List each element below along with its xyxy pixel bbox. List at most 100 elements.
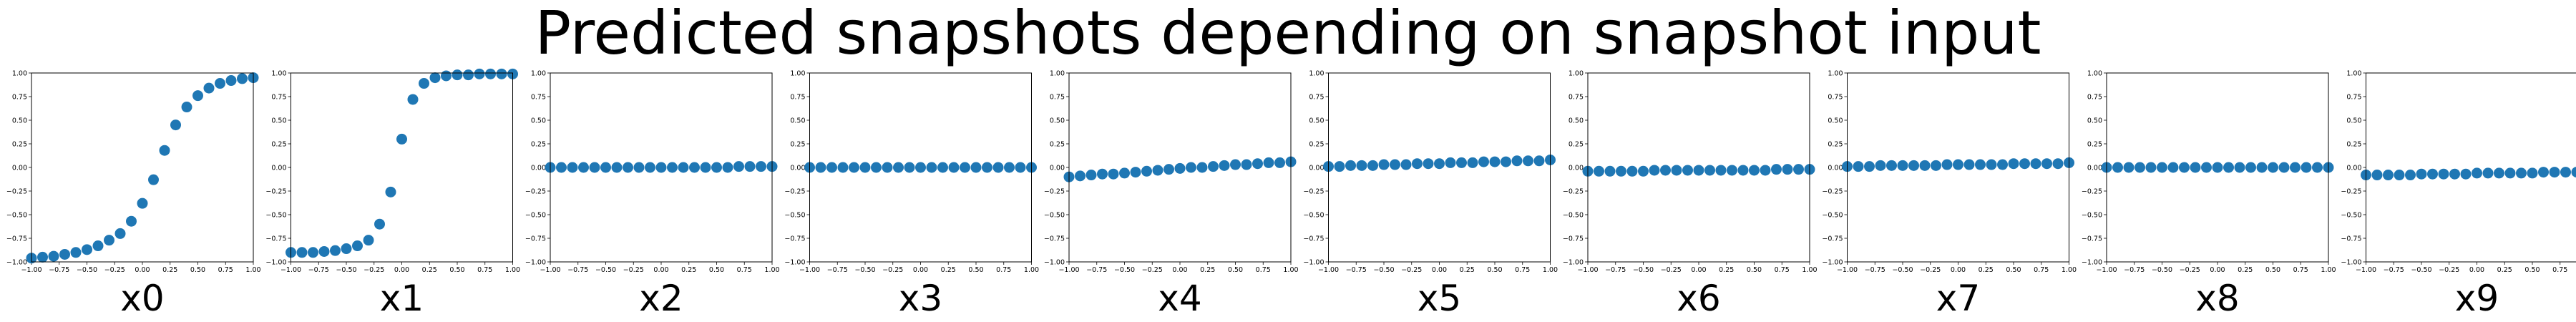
x-tick-label: 0.75 [1775,266,1790,274]
y-tick-label: 0.50 [790,117,805,125]
y-tick-label: 0.75 [1050,94,1065,102]
y-tick-label: 0.00 [1828,165,1843,172]
data-point [1638,165,1649,177]
data-point [2472,167,2482,179]
y-tick-label: 0.75 [12,94,27,102]
data-point [1511,155,1523,167]
x-tick-label: 0.50 [190,266,205,274]
data-point [385,186,396,197]
data-point [1501,156,1511,167]
data-point [756,161,766,172]
y-tick-label: −0.75 [1303,235,1324,243]
x-tick-label: −0.50 [77,266,97,274]
x-tick-label: 0.75 [996,266,1011,274]
data-point [2167,162,2179,173]
data-point [2516,167,2527,179]
y-tick-label: −0.25 [1822,188,1843,196]
panel-x0: −1.00 −0.75 −0.50 −0.25 0.00 0.25 0.50 0.75 1.00… [6,70,261,320]
x-tick-label: 0.50 [709,266,724,274]
x-tick-label: −1.00 [2096,266,2117,274]
y-tick-label: −0.50 [525,212,546,220]
data-point [2571,167,2576,178]
data-point [1097,168,1108,180]
y-tick-label: 1.00 [2346,70,2361,78]
y-tick-label: −0.25 [1563,188,1584,196]
data-point [2394,170,2405,181]
data-point [2256,162,2268,173]
data-point [203,82,215,94]
y-tick-label: −1.00 [2341,259,2361,267]
x-tick-label: 0.50 [1747,266,1762,274]
data-point [2560,167,2571,178]
data-point [1196,162,1208,173]
data-point [1737,165,1749,176]
data-point [645,162,655,173]
panel-x7: −1.00 −0.75 −0.50 −0.25 0.00 0.25 0.50 0.75 1.00… [1822,70,2077,320]
data-point [1356,160,1367,171]
data-point [318,245,330,257]
data-point [1412,158,1423,170]
x-axis-label: x2 [639,278,683,319]
y-tick-label: 0.25 [1828,141,1843,149]
data-point [114,228,126,239]
y-tick-label: 0.25 [1309,141,1324,149]
y-tick-label: −0.50 [6,212,27,220]
x-tick-label: −0.75 [308,266,329,274]
y-tick-label: 0.00 [271,165,286,172]
y-tick-label: 0.50 [531,117,546,125]
y-tick-label: 1.00 [531,70,546,78]
data-point [2223,162,2234,173]
y-tick-label: −0.25 [784,188,805,196]
x-tick-label: −0.25 [104,266,125,274]
x-tick-label: −0.25 [623,266,644,274]
data-point [1152,165,1163,176]
y-tick-label: 0.25 [2087,141,2102,149]
x-tick-label: −0.50 [854,266,875,274]
data-point [148,174,159,185]
x-tick-label: −0.75 [827,266,848,274]
data-point [2312,162,2323,173]
data-point [2112,162,2123,173]
data-point [1230,159,1241,170]
y-tick-label: −1.00 [6,259,27,267]
y-tick-label: 0.00 [12,165,27,172]
y-tick-label: 1.00 [2087,70,2102,78]
data-point [1489,156,1501,167]
x-tick-label: 0.75 [1256,266,1271,274]
data-point [2030,158,2041,170]
data-point [396,133,407,145]
data-point [1897,160,1908,171]
y-tick-label: −0.50 [1303,212,1324,220]
y-tick-label: 0.50 [271,117,286,125]
data-point [2301,162,2312,173]
data-point [1345,160,1356,171]
data-point [733,161,744,172]
x-tick-label: −0.50 [1114,266,1135,274]
axes-frame [1847,72,2069,263]
x-tick-label: 0.00 [394,266,409,274]
data-point [2135,162,2145,173]
y-tick-label: 0.25 [531,141,546,149]
x-tick-label: 0.00 [1432,266,1447,274]
y-tick-label: −0.75 [2082,235,2102,243]
data-point [1604,165,1616,177]
y-tick-label: −0.50 [1563,212,1584,220]
x-axis-label: x6 [1677,278,1720,319]
data-point [2416,168,2427,180]
y-tick-label: 0.75 [271,94,286,102]
data-point [1445,157,1456,168]
data-point [2383,170,2394,181]
y-tick-label: 0.25 [1568,141,1584,149]
data-point [815,162,826,173]
x-tick-label: −0.25 [2180,266,2200,274]
x-tick-label: 1.00 [245,266,260,274]
data-point [567,162,578,173]
x-axis-label: x8 [2195,278,2239,319]
axes-frame [31,72,254,263]
panel-x5: −1.00 −0.75 −0.50 −0.25 0.00 0.25 0.50 0.75 1.00… [1303,70,1558,320]
data-point [1682,165,1693,176]
data-point [937,162,948,173]
y-tick-label: 0.75 [1568,94,1584,102]
data-point [2460,168,2472,180]
y-tick-label: 0.50 [2346,117,2361,125]
